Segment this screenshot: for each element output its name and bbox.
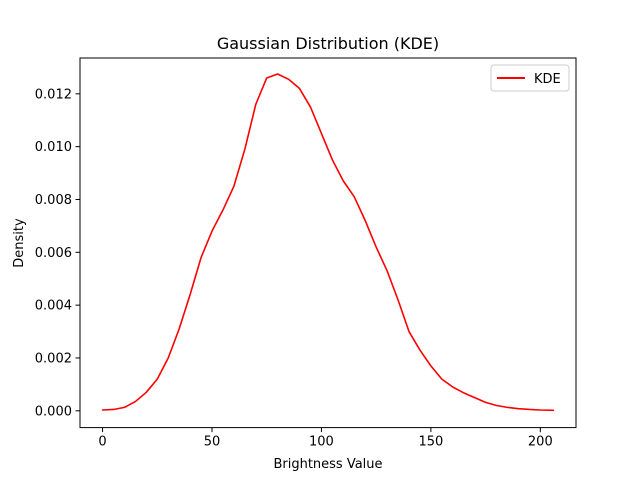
x-tick-label: 100 [309, 435, 334, 450]
x-axis-ticks: 0 50 100 150 200 [98, 427, 553, 450]
x-tick-label: 50 [204, 435, 221, 450]
x-axis-label: Brightness Value [273, 457, 382, 472]
y-axis-ticks: 0.000 0.002 0.004 0.006 0.008 0.010 0.012 [35, 87, 80, 419]
y-tick-label: 0.008 [35, 193, 72, 208]
legend: KDE [490, 64, 570, 92]
x-tick-label: 150 [418, 435, 443, 450]
y-tick-label: 0.006 [35, 246, 72, 261]
y-axis-label: Density [12, 218, 27, 268]
y-tick-label: 0.000 [35, 404, 72, 419]
y-tick-label: 0.002 [35, 351, 72, 366]
x-tick-label: 0 [98, 435, 106, 450]
y-tick-label: 0.004 [35, 299, 72, 314]
legend-box [490, 64, 570, 92]
axes-frame [79, 57, 577, 429]
legend-label-kde: KDE [534, 72, 561, 87]
series-line-kde [101, 73, 555, 412]
chart-title: Gaussian Distribution (KDE) [217, 34, 439, 53]
y-tick-label: 0.010 [35, 140, 72, 155]
plot-area [101, 73, 555, 412]
x-tick-label: 200 [528, 435, 553, 450]
y-tick-label: 0.012 [35, 87, 72, 102]
